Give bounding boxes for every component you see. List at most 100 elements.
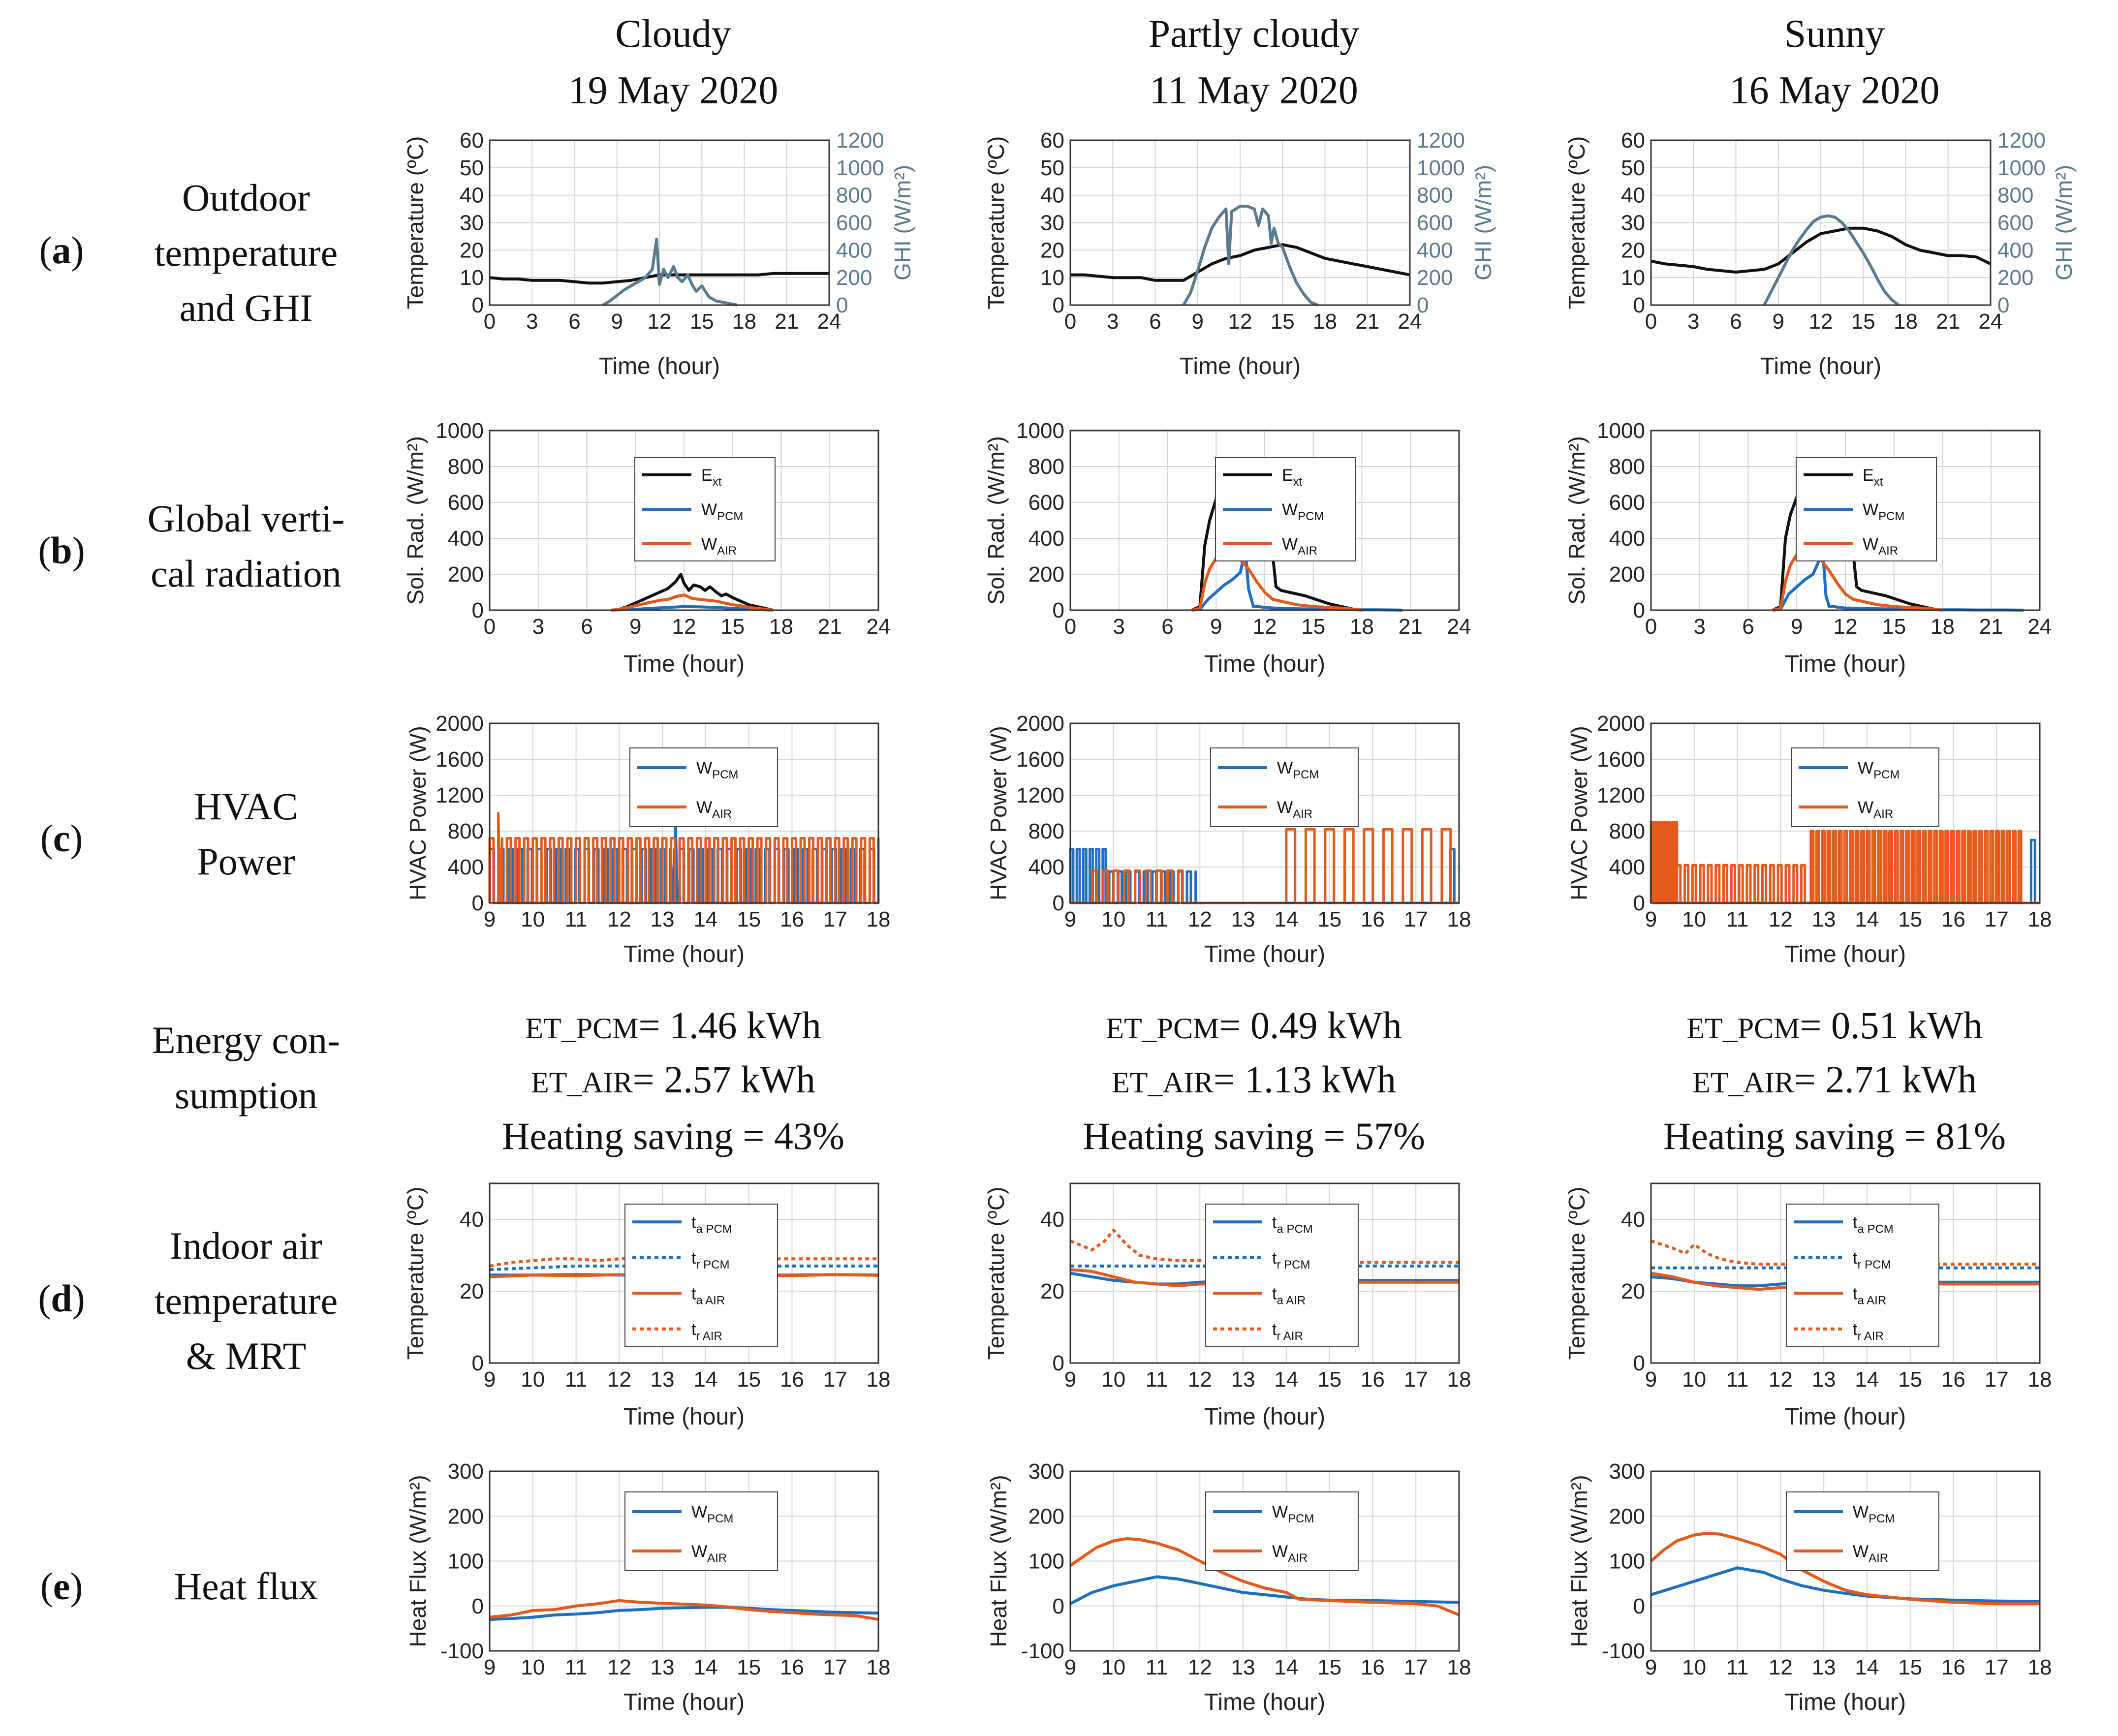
y-tick-label: 800 bbox=[1609, 455, 1645, 479]
x-tick-label: 17 bbox=[1404, 1655, 1428, 1679]
x-tick-label: 12 bbox=[1809, 310, 1833, 334]
x-tick-label: 14 bbox=[1855, 1655, 1879, 1679]
legend-entry: WPCM bbox=[701, 500, 743, 523]
legend-entry-main: W bbox=[701, 535, 717, 554]
row-c-tag: (c) bbox=[40, 817, 83, 860]
y2-tick-label: 1000 bbox=[1417, 156, 1465, 180]
y-tick-label: 10 bbox=[460, 266, 484, 290]
legend-entry-main: t bbox=[1272, 1320, 1277, 1339]
y-axis-label: Temperature (ºC) bbox=[1564, 1187, 1589, 1360]
x-tick-label: 12 bbox=[1188, 1655, 1212, 1679]
x-tick-label: 9 bbox=[1791, 615, 1803, 639]
row-e-tag: (e) bbox=[40, 1565, 83, 1608]
y-tick-label: 300 bbox=[1609, 1459, 1645, 1484]
y-tick-label: 1600 bbox=[1597, 747, 1645, 772]
x-tick-label: 16 bbox=[1941, 1655, 1965, 1679]
legend-entry: tr PCM bbox=[691, 1249, 729, 1271]
legend-entry: ta AIR bbox=[1272, 1284, 1306, 1307]
row-e-letter: e bbox=[53, 1565, 70, 1608]
x-tick-label: 16 bbox=[780, 1367, 804, 1392]
legend-entry-main: W bbox=[691, 1542, 707, 1561]
legend-entry-sub: a AIR bbox=[1857, 1294, 1886, 1307]
legend-entry-main: t bbox=[1853, 1213, 1858, 1232]
row-a-letter: a bbox=[52, 229, 71, 272]
column-1-condition: Cloudy bbox=[615, 12, 731, 56]
series-wair bbox=[489, 1599, 879, 1621]
axis-frame bbox=[1650, 1182, 2041, 1364]
x-tick-label: 15 bbox=[1301, 615, 1325, 639]
x-tick-label: 9 bbox=[611, 310, 623, 334]
x-tick-label: 18 bbox=[1447, 1655, 1471, 1679]
x-tick-label: 3 bbox=[1687, 310, 1699, 334]
x-tick-label: 14 bbox=[1274, 1367, 1298, 1392]
x-tick-label: 9 bbox=[1064, 1367, 1076, 1392]
legend-entry: ta PCM bbox=[1272, 1213, 1313, 1236]
x-tick-label: 9 bbox=[1192, 310, 1204, 334]
axis-frame bbox=[489, 1470, 879, 1652]
y-axis-label: Temperature (ºC) bbox=[983, 136, 1009, 310]
legend-entry-sub: r AIR bbox=[696, 1330, 722, 1343]
y-tick-label: 800 bbox=[1028, 819, 1064, 843]
x-tick-label: 14 bbox=[1855, 907, 1879, 931]
x-tick-label: 3 bbox=[1107, 310, 1119, 334]
legend-entry-sub: PCM bbox=[707, 1512, 733, 1525]
axis-frame bbox=[1650, 1470, 2041, 1652]
legend-entry: tr PCM bbox=[1272, 1249, 1310, 1271]
energy-1-air-value: = 2.57 kWh bbox=[633, 1058, 815, 1101]
x-tick-label: 17 bbox=[1404, 907, 1428, 931]
x-tick-label: 18 bbox=[1931, 615, 1955, 639]
legend-entry-sub: a PCM bbox=[1277, 1222, 1312, 1236]
row-c-letter: c bbox=[53, 817, 70, 860]
energy-3-pcm-value: = 0.51 kWh bbox=[1800, 1004, 1982, 1047]
x-tick-label: 11 bbox=[1146, 1367, 1168, 1392]
x-tick-label: 0 bbox=[1645, 615, 1657, 639]
legend-entry-main: W bbox=[1858, 759, 1873, 777]
legend-box bbox=[1786, 1204, 1939, 1347]
axis-frame bbox=[1650, 430, 2041, 611]
y-tick-label: 2000 bbox=[1597, 712, 1645, 736]
axis-frame bbox=[1069, 1470, 1460, 1652]
y2-tick-label: 800 bbox=[1997, 184, 2033, 208]
x-tick-label: 15 bbox=[720, 615, 745, 639]
legend-entry-main: W bbox=[696, 759, 712, 777]
series-ta-air bbox=[1070, 1268, 1459, 1288]
y-axis-label: Heat Flux (W/m²) bbox=[986, 1475, 1011, 1647]
legend-entry: WAIR bbox=[1863, 535, 1898, 558]
x-tick-label: 12 bbox=[648, 310, 672, 334]
y-tick-label: 1200 bbox=[1597, 783, 1645, 807]
energy-2-pcm-label: ET_PCM bbox=[1106, 1012, 1219, 1045]
x-tick-label: 13 bbox=[1812, 907, 1836, 931]
x-tick-label: 0 bbox=[1064, 615, 1076, 639]
row-d-line-3: & MRT bbox=[186, 1334, 307, 1377]
chart-d-panel-3: 9 10 11 12 13 14 15 16 17 18 0 20 40 Time (hour) Tempe… bbox=[1564, 1182, 2052, 1430]
y-tick-label: 800 bbox=[448, 819, 484, 843]
y-tick-label: 0 bbox=[1633, 598, 1645, 622]
legend-entry-sub: PCM bbox=[712, 768, 738, 781]
x-tick-label: 15 bbox=[1317, 907, 1341, 931]
x-tick-label: 15 bbox=[1271, 310, 1295, 334]
y-axis-label: Heat Flux (W/m²) bbox=[1566, 1475, 1592, 1647]
energy-2-saving: Heating saving = 57% bbox=[1083, 1115, 1425, 1157]
legend-entry: WPCM bbox=[1272, 1503, 1314, 1525]
y-tick-label: -100 bbox=[440, 1639, 484, 1663]
x-tick-label: 18 bbox=[1350, 615, 1374, 639]
x-axis-label: Time (hour) bbox=[623, 651, 745, 677]
energy-2-air: ET_AIR= 1.13 kWh bbox=[1112, 1058, 1396, 1101]
x-axis-label: Time (hour) bbox=[1785, 1404, 1906, 1430]
row-d-line-2: temperature bbox=[155, 1279, 338, 1322]
legend-entry-sub: AIR bbox=[1878, 544, 1898, 558]
x-axis-label: Time (hour) bbox=[1785, 1689, 1906, 1715]
x-tick-label: 16 bbox=[1361, 907, 1385, 931]
legend-entry-main: W bbox=[1277, 759, 1293, 777]
x-tick-label: 14 bbox=[1274, 1655, 1298, 1679]
x-axis-label: Time (hour) bbox=[623, 941, 745, 967]
x-axis-label: Time (hour) bbox=[599, 353, 720, 379]
x-tick-label: 17 bbox=[1985, 1367, 2009, 1392]
y-tick-label: 0 bbox=[1053, 891, 1064, 915]
legend-entry: WPCM bbox=[1858, 759, 1900, 781]
legend-entry-main: W bbox=[701, 500, 717, 519]
x-tick-label: 10 bbox=[1682, 1655, 1706, 1679]
x-tick-label: 14 bbox=[1855, 1367, 1879, 1392]
